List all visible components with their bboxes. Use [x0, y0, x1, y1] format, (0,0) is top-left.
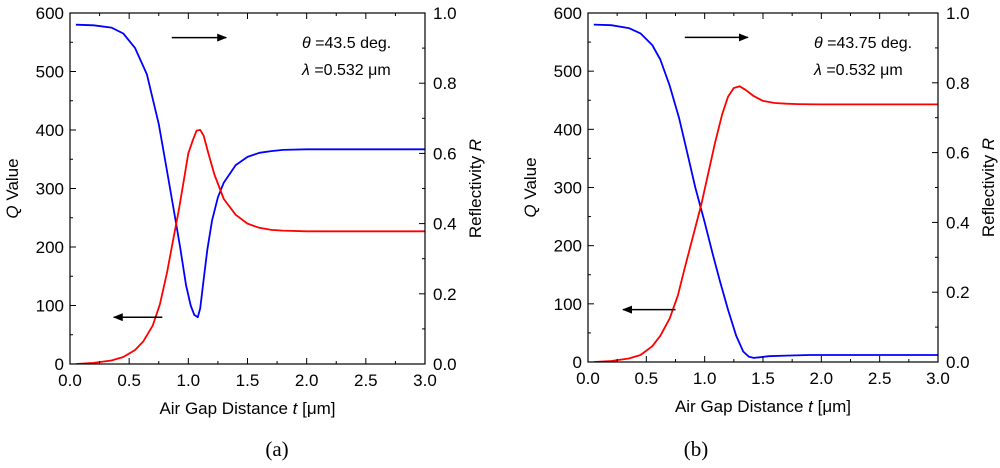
y-left-tick-label: 500	[36, 63, 64, 82]
x-tick-label: 1.5	[751, 369, 775, 388]
y-left-axis-title-part-0: Q	[521, 204, 540, 217]
x-axis-title-part-1: t	[293, 399, 299, 418]
y-left-tick-label: 600	[36, 4, 64, 23]
y-right-tick-label: 0.2	[433, 285, 457, 304]
x-tick-label: 2.5	[868, 369, 892, 388]
x-tick-label: 1.0	[693, 369, 717, 388]
y-left-tick-label: 100	[36, 297, 64, 316]
y-left-tick-label: 0	[55, 355, 64, 374]
reflectivity-line	[75, 128, 425, 364]
x-axis-title-part-2: [μm]	[813, 397, 851, 416]
y-left-axis-title: Q Value	[3, 158, 22, 218]
x-axis-title-part-0: Air Gap Distance	[675, 397, 808, 416]
x-tick-label: 0.5	[117, 371, 141, 390]
q-value-line	[75, 23, 425, 319]
theta-annotation: θ =43.5 deg.	[302, 35, 391, 52]
y-left-tick-label: 400	[554, 120, 582, 139]
panel-label: (a)	[265, 437, 288, 461]
x-tick-label: 0.5	[635, 369, 659, 388]
y-right-tick-label: 0.2	[946, 283, 970, 302]
x-axis-title: Air Gap Distance t [μm]	[675, 397, 851, 416]
y-right-axis-title-part-1: R	[979, 138, 998, 150]
y-right-tick-label: 0.6	[946, 144, 970, 163]
y-left-axis-title-part-1: Value	[521, 157, 540, 204]
x-tick-label: 3.0	[413, 371, 437, 390]
x-tick-label: 0.0	[576, 369, 600, 388]
wavelength-annotation-part-1: =0.532 μm	[822, 62, 903, 79]
y-right-tick-label: 0.4	[946, 213, 970, 232]
y-right-tick-label: 0.8	[433, 74, 457, 93]
y-left-tick-label: 400	[36, 121, 64, 140]
y-left-tick-label: 200	[554, 237, 582, 256]
wavelength-annotation-part-0: λ	[301, 62, 310, 79]
y-left-tick-label: 600	[554, 4, 582, 23]
y-right-axis-title: Reflectivity R	[466, 139, 485, 238]
y-right-tick-label: 1.0	[946, 4, 970, 23]
y-left-tick-label: 0	[573, 353, 582, 372]
theta-annotation-part-1: =43.75 deg.	[823, 35, 912, 52]
theta-annotation-part-0: θ	[302, 35, 311, 52]
panel-b: 0.0 0.5 1.0 1.5 2.0 2.5 3.0 0 100 200 300 400 500 600…	[521, 4, 998, 461]
panel-label: (b)	[684, 437, 709, 461]
y-left-tick-label: 100	[554, 295, 582, 314]
x-tick-label: 0.0	[58, 371, 82, 390]
y-right-tick-label: 0.6	[433, 144, 457, 163]
theta-annotation: θ =43.75 deg.	[814, 35, 912, 52]
y-right-tick-label: 0.0	[433, 355, 457, 374]
theta-annotation-part-1: =43.5 deg.	[311, 35, 392, 52]
wavelength-annotation: λ =0.532 μm	[813, 62, 903, 79]
panel-a: 0.0 0.5 1.0 1.5 2.0 2.5 3.0 0 100 200 300 400 500 600…	[3, 4, 485, 461]
y-left-tick-label: 300	[554, 179, 582, 198]
y-left-axis-title-part-1: Value	[3, 158, 22, 205]
wavelength-annotation-part-1: =0.532 μm	[310, 62, 391, 79]
y-left-tick-label: 300	[36, 180, 64, 199]
y-right-axis-title: Reflectivity R	[979, 138, 998, 237]
x-tick-label: 2.0	[810, 369, 834, 388]
x-tick-label: 1.5	[236, 371, 260, 390]
x-axis-title-part-2: [μm]	[297, 399, 335, 418]
y-left-axis-title: Q Value	[521, 157, 540, 217]
y-left-tick-label: 500	[554, 62, 582, 81]
x-axis-title-part-1: t	[808, 397, 814, 416]
x-axis-title-part-0: Air Gap Distance	[159, 399, 292, 418]
y-right-tick-label: 1.0	[433, 4, 457, 23]
x-tick-label: 2.0	[295, 371, 319, 390]
theta-annotation-part-0: θ	[814, 35, 823, 52]
reflectivity-line	[593, 85, 938, 362]
x-tick-label: 3.0	[926, 369, 950, 388]
y-right-tick-label: 0.8	[946, 74, 970, 93]
y-right-axis-title-part-0: Reflectivity	[979, 150, 998, 237]
x-tick-label: 2.5	[354, 371, 378, 390]
x-axis-title: Air Gap Distance t [μm]	[159, 399, 335, 418]
y-right-tick-label: 0.0	[946, 353, 970, 372]
y-left-axis-title-part-0: Q	[3, 205, 22, 218]
q-value-line	[593, 23, 938, 359]
wavelength-annotation-part-0: λ	[813, 62, 822, 79]
y-left-tick-label: 200	[36, 238, 64, 257]
y-right-axis-title-part-1: R	[466, 139, 485, 151]
x-tick-label: 1.0	[177, 371, 201, 390]
y-right-tick-label: 0.4	[433, 215, 457, 234]
y-right-axis-title-part-0: Reflectivity	[466, 151, 485, 238]
wavelength-annotation: λ =0.532 μm	[301, 62, 391, 79]
